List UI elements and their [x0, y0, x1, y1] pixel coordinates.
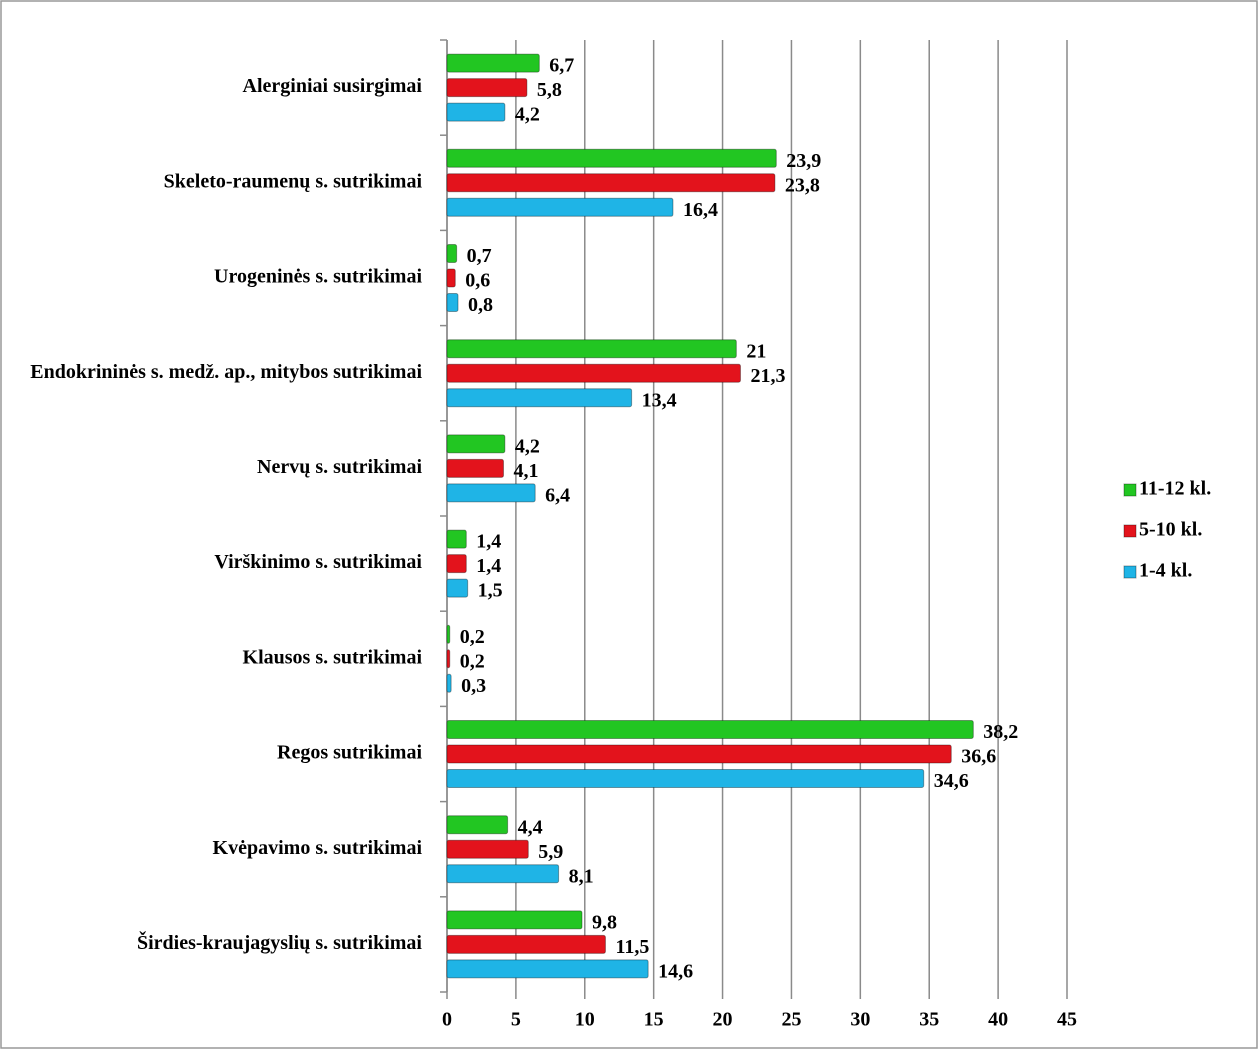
value-label: 38,2: [983, 721, 1018, 743]
value-label: 8,1: [569, 865, 594, 887]
bar: [446, 293, 459, 312]
bar: [446, 864, 560, 884]
y-tick-label: Nervų s. sutrikimai: [257, 456, 422, 478]
bar: [446, 959, 649, 979]
y-tick-label: Endokrininės s. medž. ap., mitybos sutri…: [30, 361, 422, 383]
x-tick-label: 35: [919, 1009, 939, 1031]
value-label: 21: [746, 340, 766, 362]
value-label: 4,1: [513, 460, 538, 482]
value-label: 4,2: [515, 104, 540, 126]
value-label: 11,5: [615, 936, 649, 958]
value-label: 0,6: [465, 270, 490, 292]
value-label: 4,2: [515, 435, 540, 457]
y-tick-label: Urogeninės s. sutrikimai: [214, 266, 422, 288]
bar: [446, 578, 469, 598]
value-label: 5,9: [538, 841, 563, 863]
bar: [446, 458, 504, 478]
y-tick-label: Alerginiai susirgimai: [243, 75, 423, 97]
value-label: 6,7: [549, 55, 574, 77]
bar: [446, 388, 633, 408]
x-tick-label: 20: [713, 1009, 733, 1031]
legend-label: 5-10 kl.: [1139, 519, 1202, 541]
value-label: 0,2: [460, 650, 485, 672]
x-tick-label: 0: [442, 1009, 452, 1031]
bar: [446, 483, 536, 503]
value-label: 6,4: [545, 484, 570, 506]
value-label: 21,3: [750, 365, 785, 387]
legend-swatch: [1123, 483, 1137, 497]
x-tick-label: 25: [781, 1009, 801, 1031]
bar: [446, 624, 451, 644]
value-label: 14,6: [658, 960, 693, 982]
legend-label: 1-4 kl.: [1139, 560, 1192, 582]
bar: [446, 339, 737, 359]
x-tick-label: 30: [850, 1009, 870, 1031]
value-label: 9,8: [592, 911, 617, 933]
value-label: 0,2: [460, 626, 485, 648]
y-tick-label: Skeleto-raumenų s. sutrikimai: [164, 170, 423, 192]
bar: [446, 554, 467, 574]
bar: [446, 148, 777, 168]
bar: [446, 769, 925, 788]
bar: [446, 529, 467, 549]
y-tick-label: Kvėpavimo s. sutrikimai: [213, 837, 423, 859]
bar: [446, 673, 452, 693]
value-label: 23,8: [785, 174, 820, 196]
x-tick-label: 10: [575, 1009, 595, 1031]
x-tick-label: 40: [988, 1009, 1008, 1031]
bar: [446, 268, 456, 288]
bar: [446, 78, 528, 98]
legend-label: 11-12 kl.: [1139, 478, 1211, 500]
value-label: 0,7: [467, 245, 492, 267]
bar: [446, 53, 540, 73]
bar: [446, 434, 506, 454]
x-tick-label: 5: [511, 1009, 521, 1031]
x-tick-label: 45: [1057, 1009, 1077, 1031]
y-tick-label: Regos sutrikimai: [277, 742, 422, 764]
legend-swatch: [1123, 565, 1137, 579]
value-label: 0,8: [468, 294, 493, 316]
bar: [446, 720, 974, 739]
value-label: 1,4: [476, 555, 501, 577]
value-label: 16,4: [683, 199, 718, 221]
value-label: 36,6: [961, 746, 996, 768]
x-tick-label: 15: [644, 1009, 664, 1031]
bar: [446, 744, 952, 764]
bar: [446, 839, 529, 859]
value-label: 1,4: [476, 531, 501, 553]
value-label: 0,3: [461, 675, 486, 697]
bar: [446, 197, 674, 217]
bar: [446, 649, 451, 669]
value-label: 1,5: [478, 580, 503, 602]
bar: [446, 363, 741, 383]
legend-swatch: [1123, 524, 1137, 538]
y-tick-label: Virškinimo s. sutrikimai: [214, 551, 422, 573]
value-label: 13,4: [642, 389, 677, 411]
value-label: 23,9: [786, 150, 821, 172]
y-tick-label: Klausos s. sutrikimai: [243, 646, 423, 668]
bar: [446, 244, 458, 263]
value-label: 34,6: [934, 770, 969, 792]
y-tick-label: Širdies-kraujagyslių s. sutrikimai: [137, 930, 422, 954]
bar: [446, 102, 506, 122]
bar: [446, 934, 606, 954]
bar: [446, 173, 776, 193]
bar: [446, 815, 509, 835]
value-label: 5,8: [537, 79, 562, 101]
bar: [446, 910, 583, 930]
value-label: 4,4: [518, 816, 543, 838]
